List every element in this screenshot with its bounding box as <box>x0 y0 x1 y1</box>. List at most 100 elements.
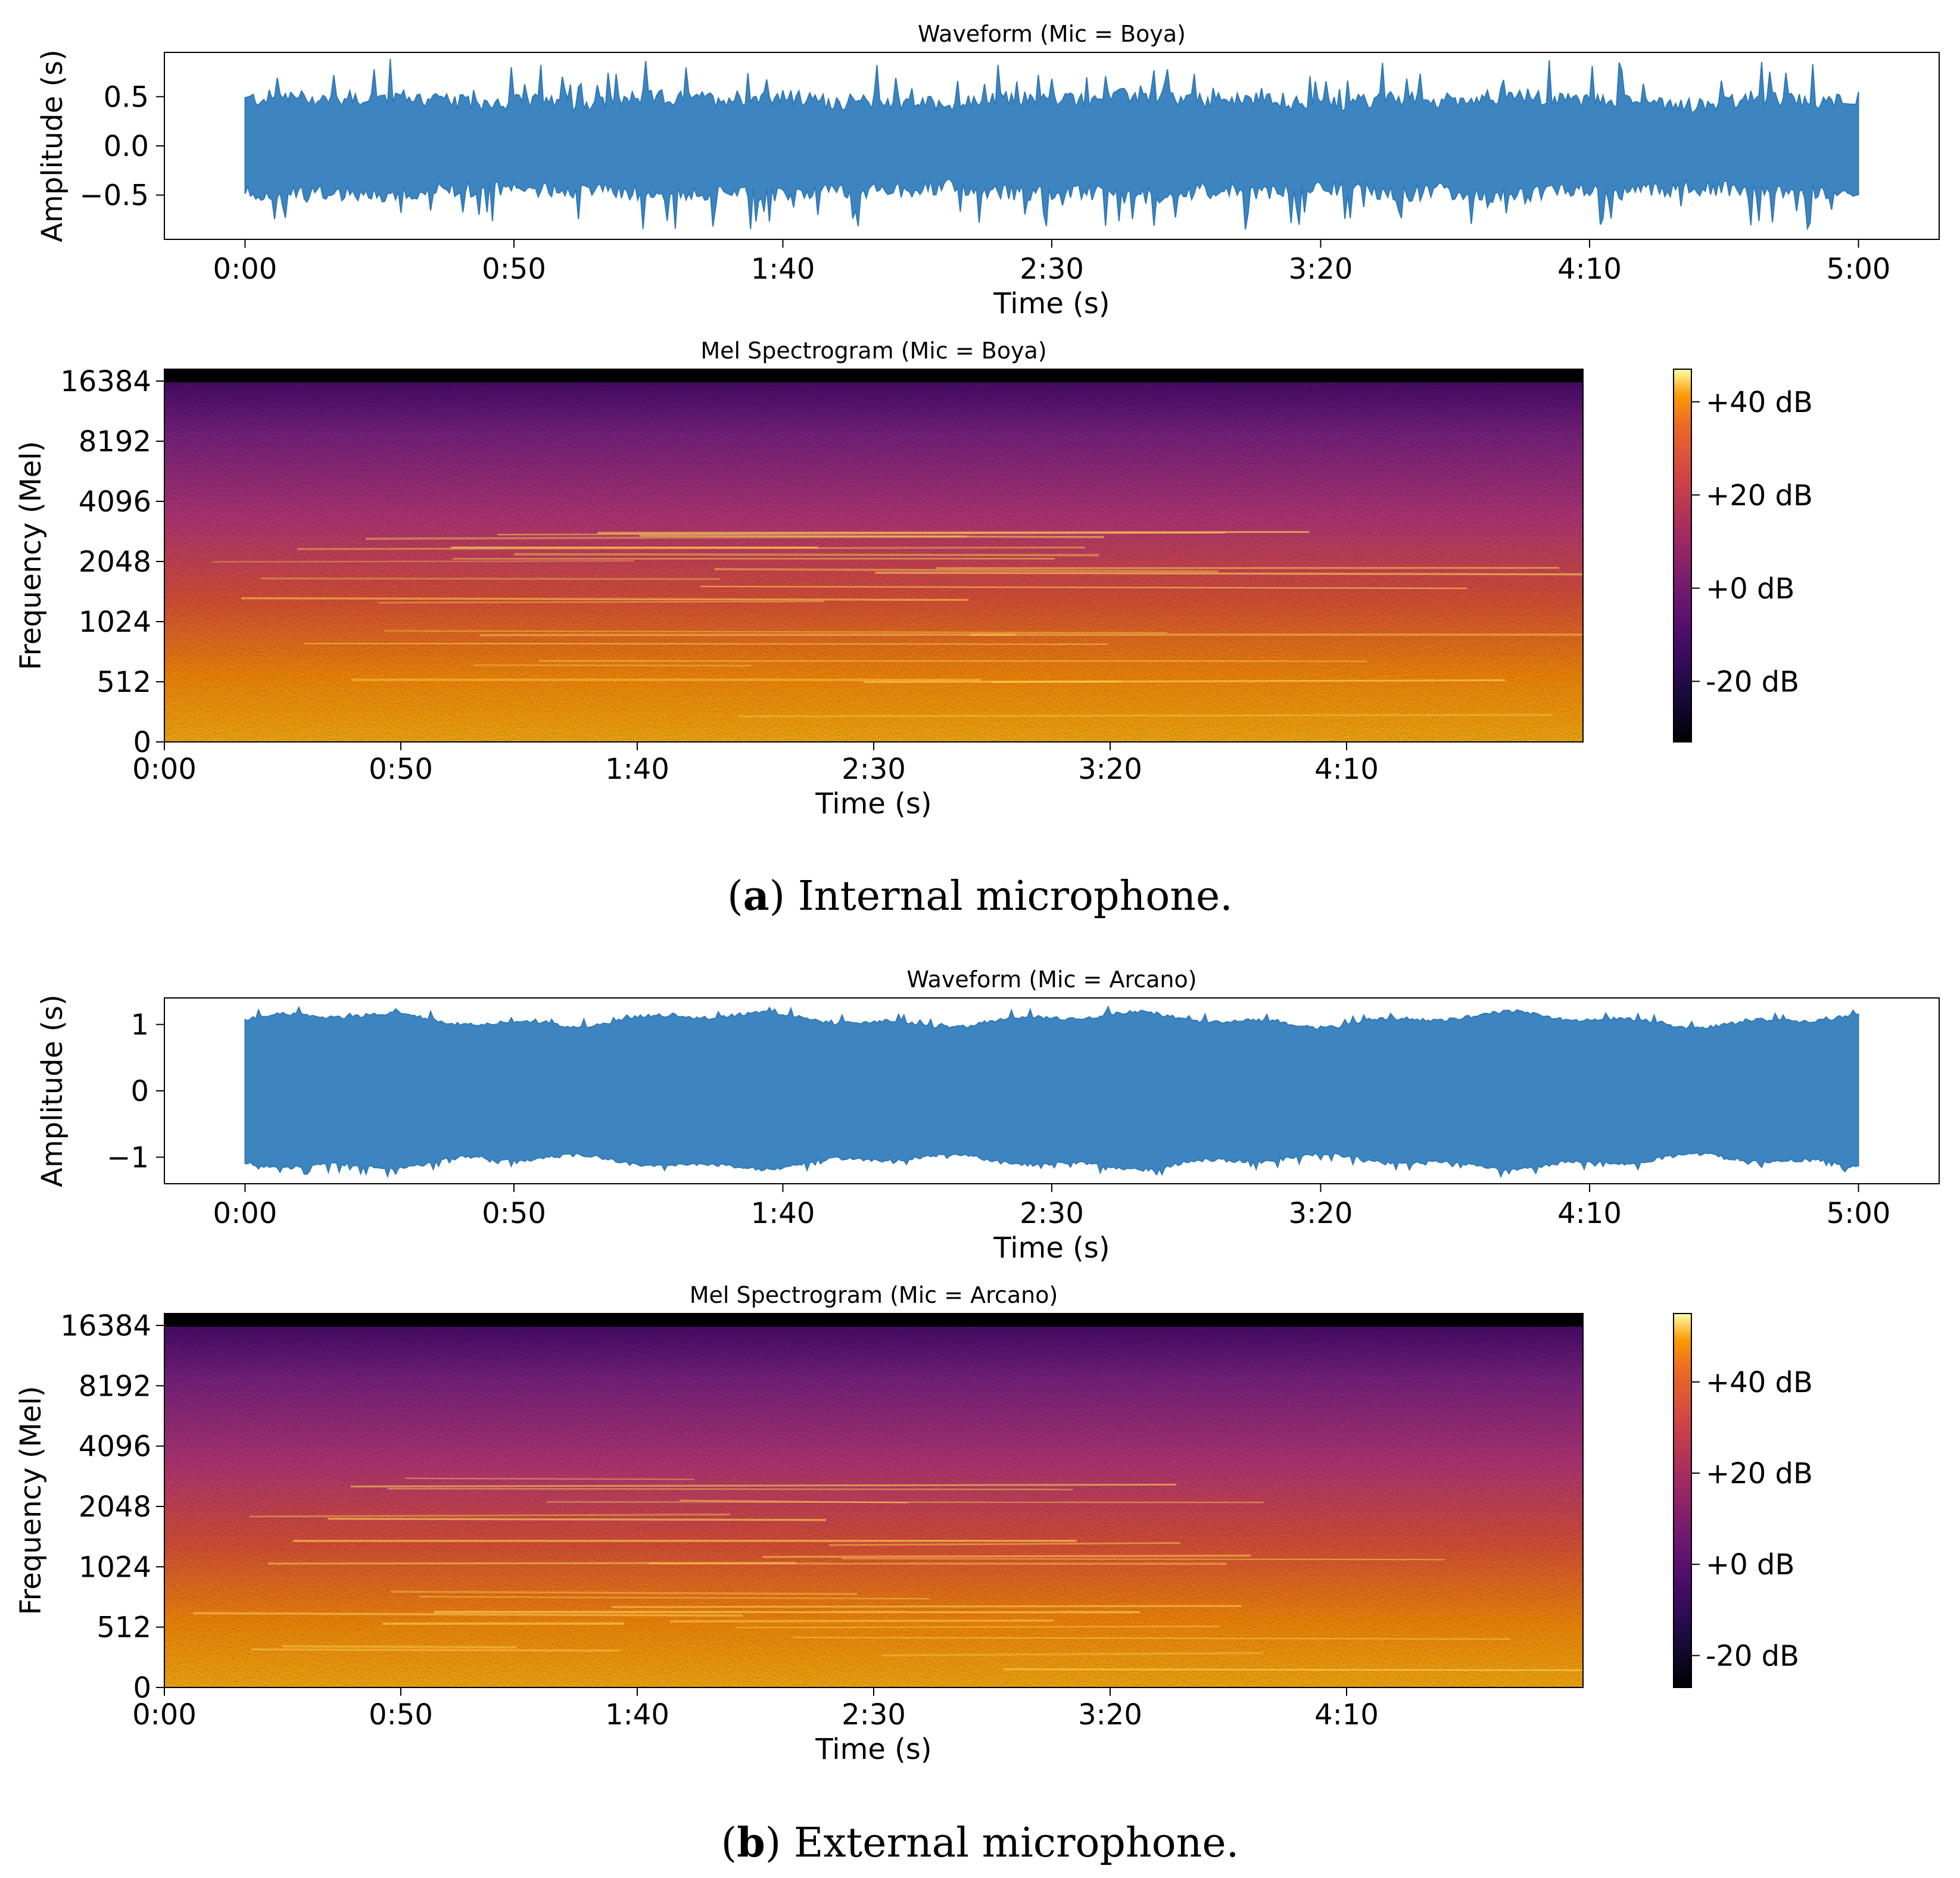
harmonic-line <box>251 1648 621 1652</box>
harmonic-line <box>405 1477 694 1480</box>
spectrogram-top-band <box>164 369 1583 382</box>
y-axis-label: Frequency (Mel) <box>14 441 48 670</box>
waveform-panel-wave_a: Waveform (Mic = Boya) 0:00 0:50 1:40 2:30 3:2… <box>36 21 1940 320</box>
harmonic-line <box>882 1652 1262 1656</box>
harmonic-line <box>513 553 1099 557</box>
y-tick-label: 2048 <box>79 545 151 579</box>
caption-b-text: External microphone. <box>793 1820 1239 1867</box>
y-tick-label: 4096 <box>79 485 151 519</box>
x-axis-label: Time (s) <box>993 287 1110 320</box>
y-tick-label: 512 <box>96 666 151 699</box>
x-tick-label: 0:50 <box>369 1698 433 1732</box>
y-tick-label: 0.0 <box>104 130 149 163</box>
x-tick-label: 0:00 <box>132 753 197 786</box>
colorbar-tick-label: +20 dB <box>1706 1457 1813 1490</box>
harmonic-line <box>679 1499 908 1503</box>
x-tick-label: 3:20 <box>1289 1197 1353 1230</box>
x-tick-label: 0:50 <box>482 252 546 286</box>
chart-title: Mel Spectrogram (Mic = Arcano) <box>690 1282 1058 1308</box>
harmonic-line <box>282 1645 517 1649</box>
harmonic-line <box>1003 1668 1584 1671</box>
harmonic-line <box>212 560 634 563</box>
harmonic-line <box>241 597 969 601</box>
spectrogram-panel-spec_b: Mel Spectrogram (Mic = Arcano) 0:00 0:50 1:… <box>14 1282 1813 1766</box>
x-axis-label: Time (s) <box>815 1733 931 1766</box>
harmonic-line <box>828 1542 1181 1546</box>
waveform-area <box>244 1005 1859 1178</box>
colorbar: +40 dB +20 dB +0 dB -20 dB <box>1673 369 1813 743</box>
harmonic-line <box>611 1605 1242 1608</box>
y-tick-label: 1024 <box>79 1551 151 1584</box>
harmonic-line <box>936 567 1559 569</box>
harmonic-line <box>738 714 1553 717</box>
spectrogram-noise <box>164 1327 1583 1687</box>
harmonic-line <box>350 1483 1176 1487</box>
y-tick-label: 2048 <box>79 1490 151 1524</box>
x-tick-label: 4:10 <box>1314 753 1379 786</box>
y-tick-label: 0 <box>133 726 151 759</box>
harmonic-line <box>378 600 824 604</box>
x-tick-label: 1:40 <box>605 1698 669 1732</box>
harmonic-line <box>391 1590 858 1595</box>
harmonic-line <box>863 680 1121 683</box>
colorbar-tick-label: -20 dB <box>1706 665 1799 698</box>
x-tick-label: 1:40 <box>751 1197 815 1230</box>
x-tick-label: 1:40 <box>605 753 669 786</box>
chart-title: Waveform (Mic = Arcano) <box>906 966 1196 993</box>
harmonic-line <box>714 567 1219 573</box>
y-tick-label: 0.5 <box>104 80 149 114</box>
harmonic-line <box>762 1554 1251 1558</box>
harmonic-line <box>193 1612 743 1617</box>
harmonic-line <box>639 534 1104 538</box>
harmonic-line <box>792 1636 1510 1640</box>
waveform-area <box>244 59 1859 231</box>
harmonic-line <box>736 1626 1220 1629</box>
y-axis-label: Amplitude (s) <box>36 994 69 1187</box>
colorbar-tick-label: -20 dB <box>1706 1639 1799 1673</box>
x-tick-label: 3:20 <box>1289 252 1353 286</box>
colorbar-tick-label: +0 dB <box>1706 572 1794 606</box>
x-tick-label: 2:30 <box>1020 1197 1084 1230</box>
caption-b: (b) External microphone. <box>721 1819 1239 1867</box>
y-tick-label: 0 <box>133 1671 151 1705</box>
x-tick-label: 0:00 <box>213 1197 278 1230</box>
y-tick-label: 1 <box>130 1009 149 1042</box>
y-tick-label: 512 <box>96 1611 151 1645</box>
y-axis-label: Amplitude (s) <box>36 49 69 242</box>
y-tick-label: 16384 <box>60 1309 151 1343</box>
y-tick-label: −1 <box>107 1141 149 1174</box>
colorbar-tick-label: +40 dB <box>1706 386 1813 419</box>
harmonic-line <box>328 1518 826 1521</box>
y-tick-label: 8192 <box>79 425 151 458</box>
x-tick-label: 0:00 <box>132 1698 197 1732</box>
chart-title: Waveform (Mic = Boya) <box>918 21 1186 47</box>
harmonic-line <box>700 585 1467 589</box>
colorbar-gradient <box>1673 369 1692 743</box>
chart-title: Mel Spectrogram (Mic = Boya) <box>700 338 1046 364</box>
x-tick-label: 0:00 <box>213 252 278 286</box>
x-tick-label: 0:50 <box>369 753 433 786</box>
harmonic-line <box>268 1562 796 1565</box>
harmonic-line <box>384 630 1167 634</box>
x-tick-label: 4:10 <box>1557 252 1622 286</box>
x-tick-label: 5:00 <box>1827 252 1891 286</box>
harmonic-line <box>249 1513 730 1518</box>
y-tick-label: −0.5 <box>79 179 149 213</box>
x-tick-label: 2:30 <box>1020 252 1084 286</box>
x-tick-label: 2:30 <box>842 1698 906 1732</box>
colorbar-tick-label: +20 dB <box>1706 479 1813 512</box>
colorbar: +40 dB +20 dB +0 dB -20 dB <box>1673 1313 1813 1688</box>
waveform-panel-wave_b: Waveform (Mic = Arcano) 0:00 0:50 1:40 2:30 3… <box>36 966 1940 1265</box>
y-tick-label: 1024 <box>79 606 151 639</box>
x-tick-label: 3:20 <box>1078 753 1142 786</box>
x-axis-label: Time (s) <box>993 1231 1110 1265</box>
x-tick-label: 4:10 <box>1557 1197 1622 1230</box>
x-tick-label: 2:30 <box>842 753 906 786</box>
harmonic-line <box>473 664 752 667</box>
x-tick-label: 0:50 <box>482 1197 546 1230</box>
harmonic-line <box>297 546 1085 550</box>
x-tick-label: 1:40 <box>751 252 815 286</box>
x-tick-label: 5:00 <box>1827 1197 1891 1230</box>
colorbar-tick-label: +40 dB <box>1706 1366 1813 1399</box>
